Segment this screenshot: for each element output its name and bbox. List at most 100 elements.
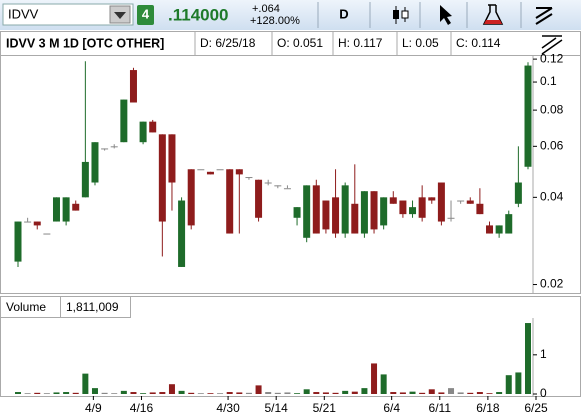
x-tick-label: 6/11 bbox=[429, 401, 452, 415]
period-button[interactable]: D bbox=[339, 6, 348, 21]
candle-body bbox=[274, 185, 282, 187]
volume-bar bbox=[24, 393, 31, 394]
candle-body bbox=[158, 134, 166, 222]
info-item: C: 0.114 bbox=[456, 36, 501, 50]
volume-bar bbox=[351, 391, 358, 394]
candle-body bbox=[505, 214, 513, 234]
candle-body bbox=[255, 179, 263, 218]
candle-body bbox=[91, 142, 99, 183]
candle-body bbox=[72, 203, 80, 211]
candle-body bbox=[81, 161, 89, 198]
volume-bar bbox=[496, 392, 503, 394]
candle-body bbox=[168, 134, 176, 183]
volume-bar bbox=[140, 393, 147, 394]
chart-title: IDVV 3 M 1D [OTC OTHER] bbox=[6, 36, 164, 50]
volume-bar bbox=[101, 392, 108, 394]
candle-body bbox=[370, 191, 378, 230]
candle-body bbox=[139, 121, 147, 143]
volume-bar bbox=[159, 392, 166, 394]
volume-bar bbox=[149, 392, 156, 394]
candle-body bbox=[264, 182, 272, 184]
x-tick-label: 4/30 bbox=[216, 401, 240, 415]
candle-body bbox=[418, 197, 426, 218]
volume-bar bbox=[207, 393, 214, 394]
volume-bar bbox=[53, 392, 60, 394]
volume-bar bbox=[284, 392, 291, 394]
y-tick-label: 0.06 bbox=[540, 138, 564, 152]
candle-body bbox=[206, 171, 214, 175]
candle-body bbox=[283, 188, 291, 190]
candle-body bbox=[303, 185, 311, 238]
volume-bar bbox=[130, 392, 137, 394]
volume-bar bbox=[15, 392, 21, 394]
y-tick-label: 0.12 bbox=[540, 51, 564, 65]
volume-bar bbox=[274, 392, 281, 394]
volume-bar bbox=[428, 389, 435, 394]
candle-body bbox=[43, 233, 51, 235]
volume-bar bbox=[255, 385, 262, 394]
y-tick-label: 0.04 bbox=[540, 190, 564, 204]
volume-bar bbox=[43, 393, 50, 394]
candle-body bbox=[351, 203, 359, 234]
volume-bar bbox=[294, 393, 301, 394]
study-icon-fill bbox=[484, 20, 502, 24]
volume-bar bbox=[332, 392, 339, 394]
candle-body bbox=[322, 200, 330, 230]
candle-body bbox=[428, 197, 436, 201]
volume-bar bbox=[371, 363, 378, 394]
volume-bar bbox=[399, 392, 406, 394]
cursor-button[interactable] bbox=[440, 5, 452, 25]
candle-body bbox=[466, 200, 474, 204]
x-tick-label: 4/9 bbox=[85, 401, 102, 415]
candle-body bbox=[486, 225, 494, 234]
y-tick-label: 0.1 bbox=[540, 74, 557, 88]
volume-bar bbox=[419, 392, 426, 394]
volume-bar bbox=[178, 390, 185, 394]
volume-bar bbox=[476, 392, 483, 394]
candle-body bbox=[312, 185, 320, 234]
volume-bar bbox=[197, 393, 204, 394]
volume-bar bbox=[525, 323, 531, 394]
volume-last: 1,811,009 bbox=[66, 300, 119, 314]
chart-type-button[interactable] bbox=[393, 6, 409, 24]
volume-bar bbox=[390, 392, 397, 394]
volume-bar bbox=[111, 393, 118, 394]
candle-body bbox=[235, 169, 243, 175]
candle-body bbox=[332, 197, 340, 234]
symbol: IDVV bbox=[8, 6, 39, 21]
x-tick-label: 5/21 bbox=[313, 401, 337, 415]
candle-body bbox=[149, 121, 157, 133]
volume-bar bbox=[226, 392, 233, 394]
info-item: D: 6/25/18 bbox=[200, 36, 256, 50]
candle-body bbox=[101, 148, 109, 150]
x-tick-label: 6/25 bbox=[524, 401, 548, 415]
candle-body bbox=[293, 207, 301, 218]
candle-body bbox=[360, 191, 368, 234]
volume-bar bbox=[91, 388, 98, 394]
candle-body bbox=[120, 99, 128, 143]
candle-body bbox=[24, 221, 32, 223]
volume-bar bbox=[438, 392, 445, 394]
change: +.064 bbox=[252, 3, 280, 15]
candle-body bbox=[14, 221, 22, 262]
change-pct: +128.00% bbox=[250, 15, 300, 27]
draw-button[interactable] bbox=[535, 7, 553, 25]
draw-tool[interactable] bbox=[541, 35, 563, 55]
volume-bar bbox=[34, 392, 41, 394]
volume-title: Volume bbox=[6, 300, 46, 314]
y-tick-label: 1 bbox=[540, 347, 547, 361]
volume-bar bbox=[168, 384, 175, 394]
candle-body bbox=[389, 197, 397, 204]
volume-bar bbox=[448, 388, 455, 394]
candle-body bbox=[380, 197, 388, 226]
candle-body bbox=[409, 207, 417, 215]
candle-body bbox=[216, 169, 224, 171]
candle-body bbox=[178, 200, 186, 267]
volume-bar bbox=[380, 374, 387, 394]
candle-body bbox=[197, 169, 205, 171]
volume-bar bbox=[342, 390, 349, 394]
volume-bar bbox=[120, 390, 127, 394]
symbol-input[interactable] bbox=[2, 3, 134, 26]
volume-header bbox=[0, 296, 131, 318]
